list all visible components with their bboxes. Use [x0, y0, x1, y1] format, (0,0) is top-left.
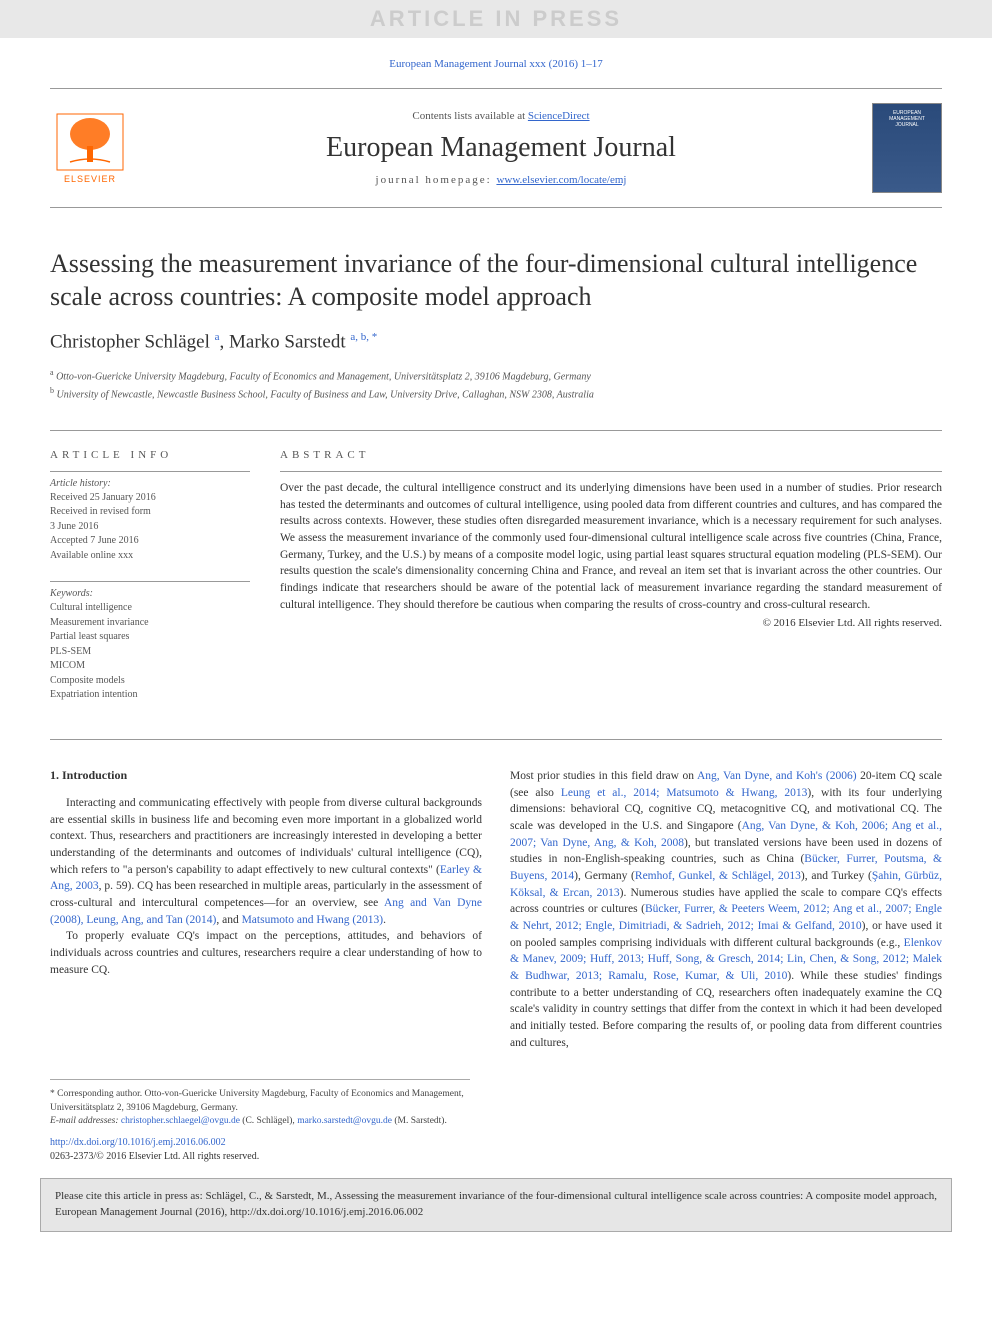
homepage-prefix: journal homepage: — [376, 174, 497, 186]
author-2: Marko Sarstedt — [229, 331, 350, 352]
journal-masthead: ELSEVIER Contents lists available at Sci… — [50, 88, 942, 208]
keyword-item: Measurement invariance — [50, 616, 250, 631]
corresponding-author-note: * Corresponding author. Otto-von-Guerick… — [50, 1088, 470, 1115]
author-email-link[interactable]: marko.sarstedt@ovgu.de — [297, 1116, 392, 1126]
p1-text-d: . — [383, 914, 386, 926]
affiliations: a Otto-von-Guericke University Magdeburg… — [50, 367, 942, 402]
p3-text-a: Most prior studies in this field draw on — [510, 770, 697, 782]
article-title: Assessing the measurement invariance of … — [50, 248, 942, 313]
right-column: Most prior studies in this field draw on… — [510, 768, 942, 1051]
keyword-item: Expatriation intention — [50, 688, 250, 703]
history-item: Received in revised form — [50, 505, 250, 520]
keyword-item: Partial least squares — [50, 630, 250, 645]
author-email-link[interactable]: christopher.schlaegel@ovgu.de — [121, 1116, 240, 1126]
p1-text-c: , and — [216, 914, 241, 926]
left-column: 1. Introduction Interacting and communic… — [50, 768, 482, 1051]
abstract-label: ABSTRACT — [280, 449, 942, 461]
contents-prefix: Contents lists available at — [412, 110, 527, 122]
email-label: E-mail addresses: — [50, 1116, 121, 1126]
abstract-copyright: © 2016 Elsevier Ltd. All rights reserved… — [280, 617, 942, 629]
citation-link[interactable]: Remhof, Gunkel, & Schlägel, 2013 — [635, 870, 801, 882]
affiliation-a: a Otto-von-Guericke University Magdeburg… — [50, 367, 942, 384]
elsevier-logo: ELSEVIER — [50, 103, 130, 193]
abstract-text: Over the past decade, the cultural intel… — [280, 471, 942, 613]
keywords-block: Keywords: Cultural intelligence Measurem… — [50, 581, 250, 703]
cover-thumb-title: EUROPEAN MANAGEMENT JOURNAL — [877, 110, 937, 128]
elsevier-tree-icon — [55, 112, 125, 172]
author-separator: , — [220, 331, 230, 352]
keyword-item: Cultural intelligence — [50, 601, 250, 616]
corresponding-author-text: Corresponding author. Otto-von-Guericke … — [50, 1089, 464, 1112]
keyword-item: PLS-SEM — [50, 645, 250, 660]
sciencedirect-link[interactable]: ScienceDirect — [528, 110, 590, 122]
intro-paragraph-1: Interacting and communicating effectivel… — [50, 795, 482, 928]
article-history: Article history: Received 25 January 201… — [50, 471, 250, 564]
author-list: Christopher Schlägel a, Marko Sarstedt a… — [50, 331, 942, 353]
affiliation-b: b University of Newcastle, Newcastle Bus… — [50, 385, 942, 402]
citation-in-press-box: Please cite this article in press as: Sc… — [40, 1178, 952, 1232]
doi-block: http://dx.doi.org/10.1016/j.emj.2016.06.… — [50, 1136, 942, 1164]
history-item: Received 25 January 2016 — [50, 491, 250, 506]
intro-paragraph-3: Most prior studies in this field draw on… — [510, 768, 942, 1051]
journal-reference-line: European Management Journal xxx (2016) 1… — [50, 58, 942, 70]
journal-header: European Management Journal xxx (2016) 1… — [0, 38, 992, 218]
keywords-label: Keywords: — [50, 588, 250, 599]
article-header: Assessing the measurement invariance of … — [0, 218, 992, 420]
contents-lists-line: Contents lists available at ScienceDirec… — [150, 110, 852, 122]
history-item: Accepted 7 June 2016 — [50, 534, 250, 549]
issn-copyright-line: 0263-2373/© 2016 Elsevier Ltd. All right… — [50, 1150, 942, 1164]
author-2-affil-sup: a, b, * — [350, 331, 377, 343]
email-line: E-mail addresses: christopher.schlaegel@… — [50, 1115, 470, 1128]
article-info-label: ARTICLE INFO — [50, 449, 250, 461]
citation-link[interactable]: Ang, Van Dyne, and Koh's (2006) — [697, 770, 857, 782]
journal-homepage-link[interactable]: www.elsevier.com/locate/emj — [496, 174, 626, 186]
history-label: Article history: — [50, 478, 250, 489]
p3-text-f: ), and Turkey ( — [801, 870, 872, 882]
history-item: 3 June 2016 — [50, 520, 250, 535]
press-watermark: ARTICLE IN PRESS — [0, 0, 992, 38]
p3-text-e: ), Germany ( — [574, 870, 635, 882]
author-1: Christopher Schlägel — [50, 331, 215, 352]
journal-homepage-line: journal homepage: www.elsevier.com/locat… — [150, 174, 852, 186]
doi-link[interactable]: http://dx.doi.org/10.1016/j.emj.2016.06.… — [50, 1137, 226, 1148]
citation-link[interactable]: Leung et al., 2014; Matsumoto & Hwang, 2… — [561, 787, 808, 799]
article-info-column: ARTICLE INFO Article history: Received 2… — [50, 449, 250, 721]
section-1-heading: 1. Introduction — [50, 768, 482, 783]
keyword-item: Composite models — [50, 674, 250, 689]
body-two-column: 1. Introduction Interacting and communic… — [0, 740, 992, 1061]
email1-paren: (C. Schlägel), — [240, 1116, 297, 1126]
p1-text-a: Interacting and communicating effectivel… — [50, 797, 482, 876]
journal-cover-thumbnail: EUROPEAN MANAGEMENT JOURNAL — [872, 103, 942, 193]
citation-link[interactable]: Matsumoto and Hwang (2013) — [242, 914, 384, 926]
email2-paren: (M. Sarstedt). — [392, 1116, 447, 1126]
history-item: Available online xxx — [50, 549, 250, 564]
intro-paragraph-2: To properly evaluate CQ's impact on the … — [50, 928, 482, 978]
affil-b-text: University of Newcastle, Newcastle Busin… — [54, 389, 594, 400]
affil-a-text: Otto-von-Guericke University Magdeburg, … — [54, 372, 591, 383]
elsevier-wordmark: ELSEVIER — [64, 174, 116, 184]
footnote-block: * Corresponding author. Otto-von-Guerick… — [50, 1079, 470, 1128]
journal-title-block: Contents lists available at ScienceDirec… — [150, 110, 852, 186]
keyword-item: MICOM — [50, 659, 250, 674]
journal-title: European Management Journal — [150, 132, 852, 164]
info-abstract-row: ARTICLE INFO Article history: Received 2… — [50, 430, 942, 740]
abstract-column: ABSTRACT Over the past decade, the cultu… — [280, 449, 942, 721]
